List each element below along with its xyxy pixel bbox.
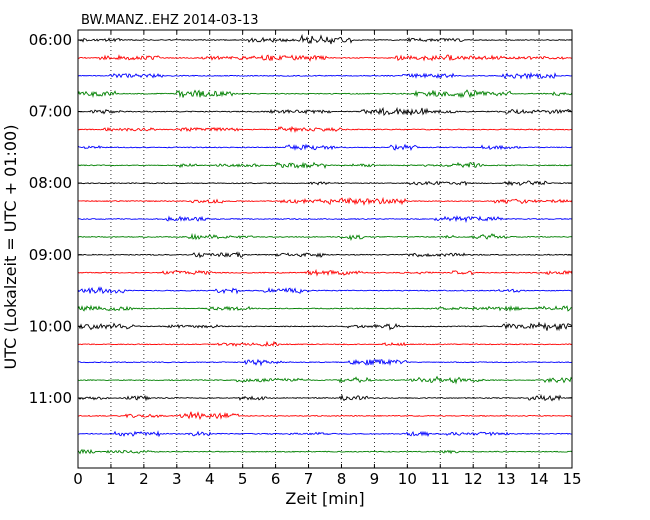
- seismic-trace: [77, 106, 573, 117]
- seismic-trace: [77, 375, 573, 385]
- x-tick-label: 11: [431, 470, 450, 488]
- grid: [110, 30, 540, 468]
- y-axis-label: UTC (Lokalzeit = UTC + 01:00): [1, 125, 20, 370]
- x-tick-label: 2: [139, 470, 149, 488]
- traces: [77, 33, 573, 455]
- y-tick-label: 10:00: [29, 317, 72, 335]
- x-tick-label: 4: [205, 470, 215, 488]
- seismic-trace: [77, 232, 573, 241]
- seismic-trace: [77, 268, 573, 277]
- x-axis-label: Zeit [min]: [285, 489, 364, 508]
- seismic-trace: [77, 393, 573, 402]
- seismic-trace: [77, 321, 573, 332]
- x-tick-label: 1: [106, 470, 116, 488]
- x-tick-label: 0: [73, 470, 83, 488]
- y-axis: 06:00 07:00 08:00 09:00 10:00 11:00: [29, 31, 572, 407]
- y-tick-label: 07:00: [29, 103, 72, 121]
- seismic-trace: [77, 161, 573, 169]
- seismic-trace: [77, 304, 573, 312]
- seismic-trace: [77, 411, 573, 420]
- y-tick-label: 08:00: [29, 174, 72, 192]
- x-tick-label: 12: [464, 470, 483, 488]
- x-tick-label: 7: [304, 470, 314, 488]
- x-tick-label: 15: [562, 470, 581, 488]
- x-tick-label: 8: [337, 470, 347, 488]
- x-tick-label: 14: [530, 470, 549, 488]
- plot-frame: [77, 29, 573, 469]
- x-tick-label: 3: [172, 470, 182, 488]
- x-tick-label: 9: [370, 470, 380, 488]
- seismic-trace: [77, 358, 573, 367]
- seismic-trace: [77, 125, 573, 134]
- seismic-trace: [77, 215, 573, 224]
- x-tick-label: 5: [238, 470, 248, 488]
- seismic-trace: [77, 251, 573, 259]
- seismic-trace: [77, 180, 573, 187]
- seismic-trace: [77, 143, 573, 151]
- seismic-trace: [77, 54, 573, 62]
- seismic-trace: [77, 196, 573, 206]
- seismic-trace: [77, 286, 573, 295]
- x-tick-label: 13: [497, 470, 516, 488]
- y-tick-label: 06:00: [29, 31, 72, 49]
- seismic-trace: [77, 89, 573, 99]
- x-tick-label: 6: [271, 470, 281, 488]
- chart-title: BW.MANZ..EHZ 2014-03-13: [81, 13, 259, 28]
- seismic-trace: [77, 71, 573, 80]
- x-axis: 0 1 2 3 4 5 6 7 8 9 10 11 12 13 14 15: [73, 30, 582, 488]
- y-tick-label: 09:00: [29, 246, 72, 264]
- x-tick-label: 10: [398, 470, 417, 488]
- seismic-trace: [77, 430, 573, 438]
- seismic-trace: [77, 448, 573, 455]
- y-tick-label: 11:00: [29, 389, 72, 407]
- seismic-trace: [77, 33, 573, 45]
- seismic-trace: [77, 340, 573, 347]
